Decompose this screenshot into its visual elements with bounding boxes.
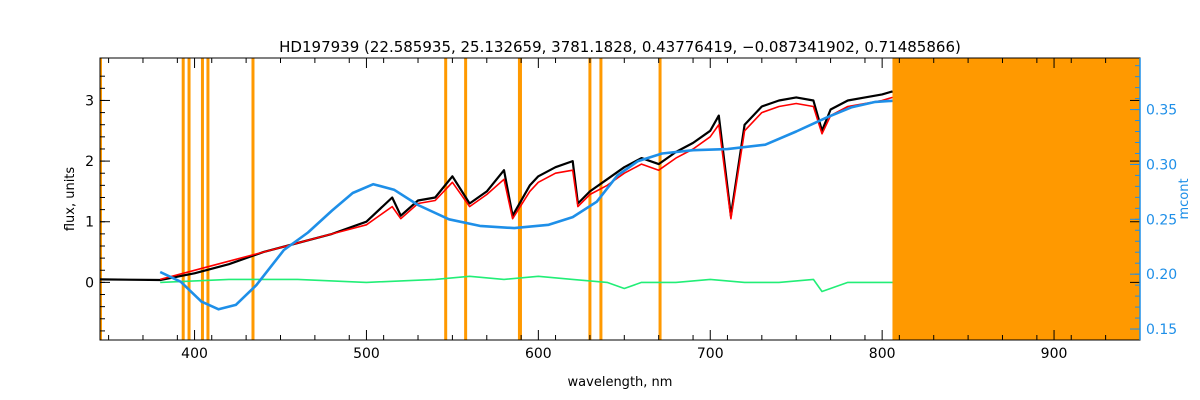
left-axis: 0 1 2 3 xyxy=(85,75,1140,332)
y2-tick-label: 0.25 xyxy=(1146,212,1177,228)
series-continuum xyxy=(159,99,893,311)
y2-axis-label: mcont xyxy=(1177,178,1192,219)
x-tick-label: 700 xyxy=(697,346,724,362)
y-tick-label: 0 xyxy=(85,275,94,291)
y-tick-label: 2 xyxy=(85,154,94,170)
masked-region-layer xyxy=(100,58,1140,340)
y-axis-label: flux, units xyxy=(63,167,78,232)
masked-region xyxy=(892,58,1140,340)
y2-tick-label: 0.30 xyxy=(1146,157,1177,173)
x-tick-label: 600 xyxy=(525,346,552,362)
y2-tick-label: 0.35 xyxy=(1146,103,1177,119)
y-tick-label: 3 xyxy=(85,93,94,109)
chart-title: HD197939 (22.585935, 25.132659, 3781.182… xyxy=(279,38,961,56)
x-axis-label: wavelength, nm xyxy=(568,375,673,390)
bottom-axis: 400 500 600 700 800 900 xyxy=(108,58,1141,362)
x-tick-label: 900 xyxy=(1041,346,1068,362)
series-model xyxy=(159,96,893,281)
data-layer xyxy=(99,90,893,311)
y2-tick-label: 0.20 xyxy=(1146,267,1177,283)
x-tick-label: 500 xyxy=(353,346,380,362)
right-axis: 0.15 0.20 0.25 0.30 0.35 xyxy=(1130,58,1177,340)
x-tick-label: 400 xyxy=(181,346,208,362)
series-residual xyxy=(160,275,893,293)
y2-tick-label: 0.15 xyxy=(1146,322,1177,338)
y-tick-label: 1 xyxy=(85,215,94,231)
x-tick-label: 800 xyxy=(869,346,896,362)
